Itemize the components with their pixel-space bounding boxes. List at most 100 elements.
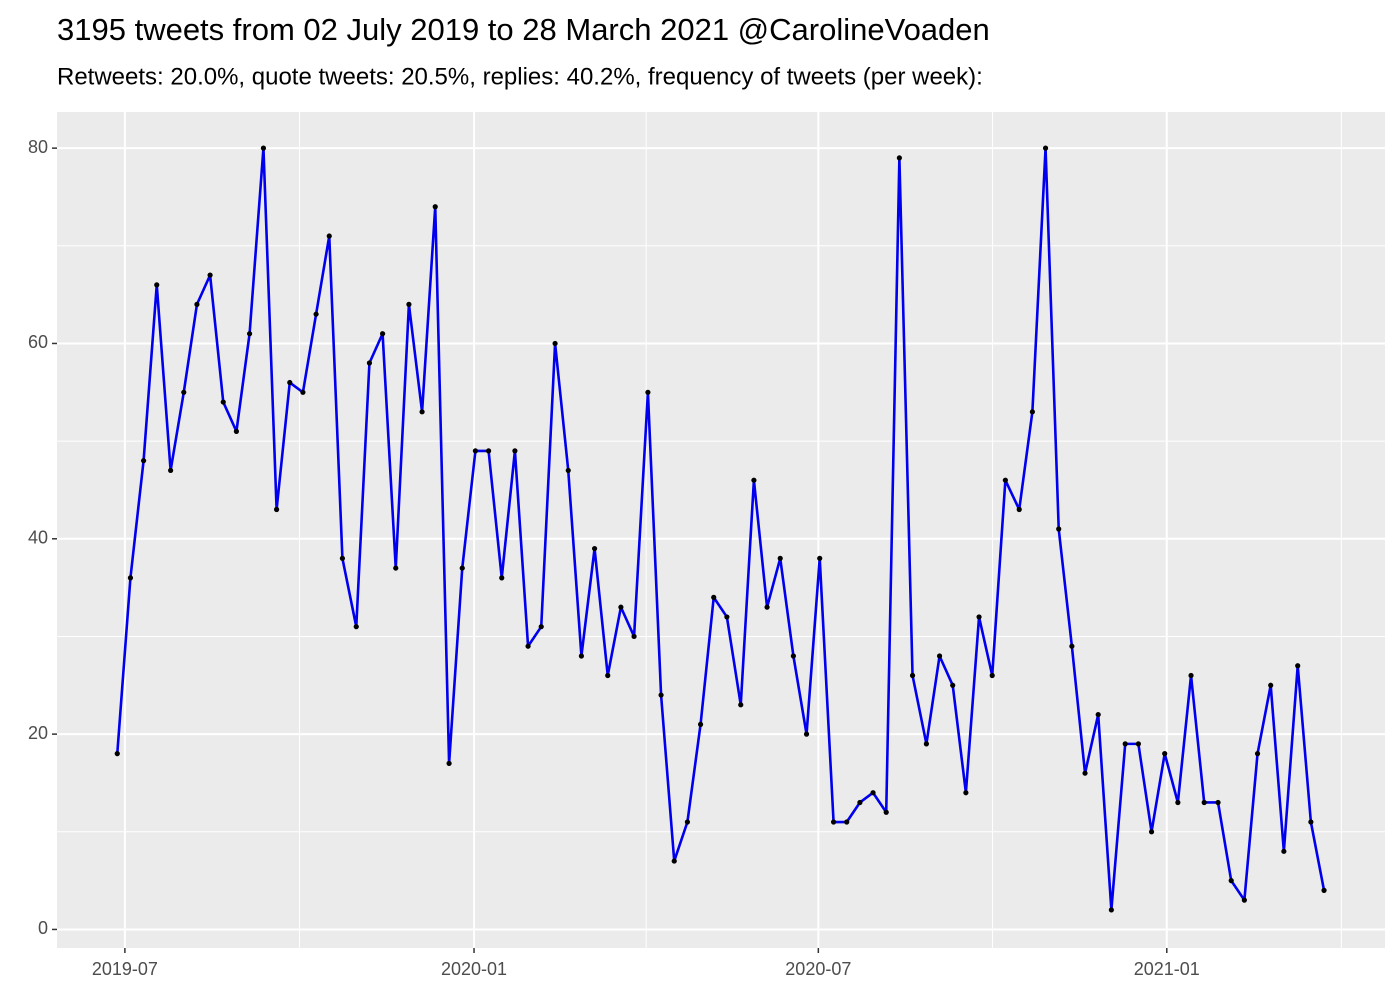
point [538,624,544,630]
point [1175,799,1181,806]
point [830,819,837,825]
point [127,575,134,581]
y-tick-label: 20 [28,723,48,743]
point [1295,663,1301,669]
point [260,145,267,151]
point [485,448,492,454]
point [803,731,810,737]
point [909,672,916,679]
x-tick-label: 2020-01 [441,959,507,979]
point [1308,819,1314,825]
point [181,389,187,395]
point [1056,526,1062,532]
y-tick-label: 0 [38,918,48,938]
point [618,604,624,610]
line [115,146,1326,912]
point [764,604,770,610]
point [313,311,319,317]
point [738,702,744,708]
point [1002,477,1008,483]
point [393,565,399,571]
point [512,448,518,454]
point [379,331,386,337]
point [1241,897,1247,903]
point [274,506,280,513]
point [578,653,585,659]
point [552,340,558,347]
point [446,760,452,767]
chart-subtitle: Retweets: 20.0%, quote tweets: 20.5%, re… [57,63,983,90]
point [565,467,571,474]
point [857,799,863,806]
point [1122,741,1128,747]
x-tick-label: 2020-07 [785,959,851,979]
x-tick-label: 2021-01 [1134,959,1200,979]
point [499,575,505,581]
point [114,751,120,757]
point [605,672,611,679]
point [697,721,704,727]
point [1069,643,1075,649]
point [1162,751,1168,757]
point [751,477,757,483]
point [472,448,479,454]
point [1082,770,1088,776]
point [817,555,823,561]
point [883,809,889,815]
point [1268,682,1274,688]
point [1254,751,1261,757]
point [1215,799,1221,806]
y-tick-label: 60 [28,332,48,352]
point [525,643,531,649]
point [154,282,160,288]
x-tick-label: 2019-07 [92,959,158,979]
point [724,614,730,620]
point [287,379,293,386]
point [432,204,438,210]
point [246,331,253,337]
point [1281,848,1287,854]
point [194,301,200,307]
point [1321,887,1327,893]
point [1042,145,1049,151]
point [339,555,346,561]
point [1228,878,1234,884]
y-tick-label: 40 [28,528,48,548]
point [844,819,850,825]
point [1188,672,1194,679]
point [671,858,677,864]
point [140,458,147,464]
point [459,565,465,571]
point [168,467,174,474]
point [684,819,691,825]
point [1148,829,1155,835]
point [300,389,306,395]
point [711,594,717,600]
point [989,672,995,679]
point [220,399,226,405]
point [591,545,598,552]
point [790,653,796,659]
point [233,428,240,434]
point [870,790,876,796]
point [1095,711,1101,718]
point [658,692,664,698]
chart-title: 3195 tweets from 02 July 2019 to 28 Marc… [57,12,990,47]
point [1108,907,1114,913]
point [645,389,651,395]
point [936,653,943,659]
point [950,682,956,688]
point [976,614,982,620]
point [1029,409,1035,415]
point [207,272,213,278]
point [923,741,930,747]
point [963,790,969,796]
point [353,624,359,630]
point [777,555,783,561]
point [1201,799,1207,806]
point [1016,506,1022,513]
point [419,409,425,415]
point [1135,741,1141,747]
point [631,633,637,640]
